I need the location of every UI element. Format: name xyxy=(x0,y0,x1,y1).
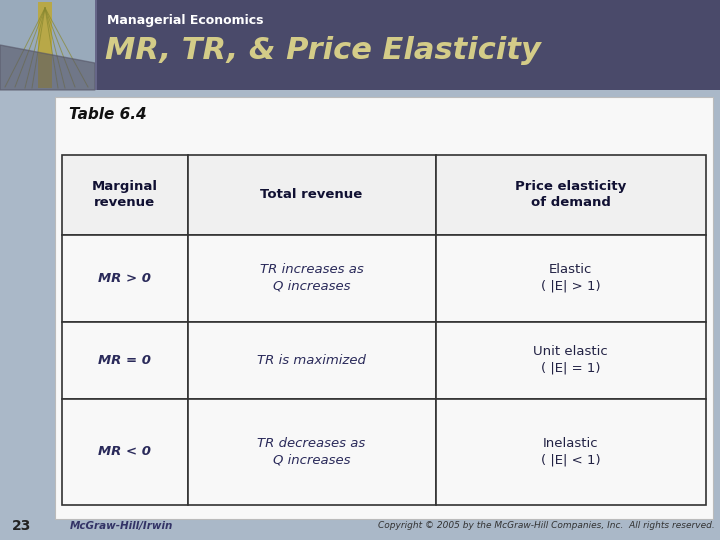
Bar xyxy=(62,399,188,505)
Bar xyxy=(38,2,52,88)
Text: MR > 0: MR > 0 xyxy=(99,272,151,285)
Text: TR increases as
Q increases: TR increases as Q increases xyxy=(260,264,364,293)
Text: 23: 23 xyxy=(12,519,32,533)
Bar xyxy=(62,235,188,322)
Text: MR < 0: MR < 0 xyxy=(99,446,151,458)
Text: Managerial Economics: Managerial Economics xyxy=(107,14,264,27)
Bar xyxy=(95,0,97,90)
Bar xyxy=(62,322,188,399)
Bar xyxy=(188,235,436,322)
Text: Marginal
revenue: Marginal revenue xyxy=(91,180,158,210)
Text: Total revenue: Total revenue xyxy=(261,188,363,201)
Bar xyxy=(55,97,713,519)
Bar xyxy=(0,0,95,90)
Bar xyxy=(436,235,706,322)
Text: Inelastic
( |E| < 1): Inelastic ( |E| < 1) xyxy=(541,437,600,467)
Bar xyxy=(0,0,95,90)
Bar xyxy=(188,155,436,235)
Text: Table 6.4: Table 6.4 xyxy=(69,107,147,122)
Text: Elastic
( |E| > 1): Elastic ( |E| > 1) xyxy=(541,264,600,293)
Text: Unit elastic
( |E| = 1): Unit elastic ( |E| = 1) xyxy=(534,346,608,375)
Text: TR decreases as
Q increases: TR decreases as Q increases xyxy=(258,437,366,467)
Text: Copyright © 2005 by the McGraw-Hill Companies, Inc.  All rights reserved.: Copyright © 2005 by the McGraw-Hill Comp… xyxy=(378,522,715,530)
Text: MR = 0: MR = 0 xyxy=(99,354,151,367)
Bar xyxy=(0,0,720,90)
Text: Price elasticity
of demand: Price elasticity of demand xyxy=(515,180,626,210)
Polygon shape xyxy=(0,45,95,90)
Bar xyxy=(62,155,188,235)
Bar xyxy=(188,322,436,399)
Bar xyxy=(436,399,706,505)
Text: McGraw-Hill/Irwin: McGraw-Hill/Irwin xyxy=(70,521,174,531)
Text: MR, TR, & Price Elasticity: MR, TR, & Price Elasticity xyxy=(105,36,541,65)
Bar xyxy=(436,155,706,235)
Text: TR is maximized: TR is maximized xyxy=(257,354,366,367)
Bar xyxy=(188,399,436,505)
Bar xyxy=(436,322,706,399)
